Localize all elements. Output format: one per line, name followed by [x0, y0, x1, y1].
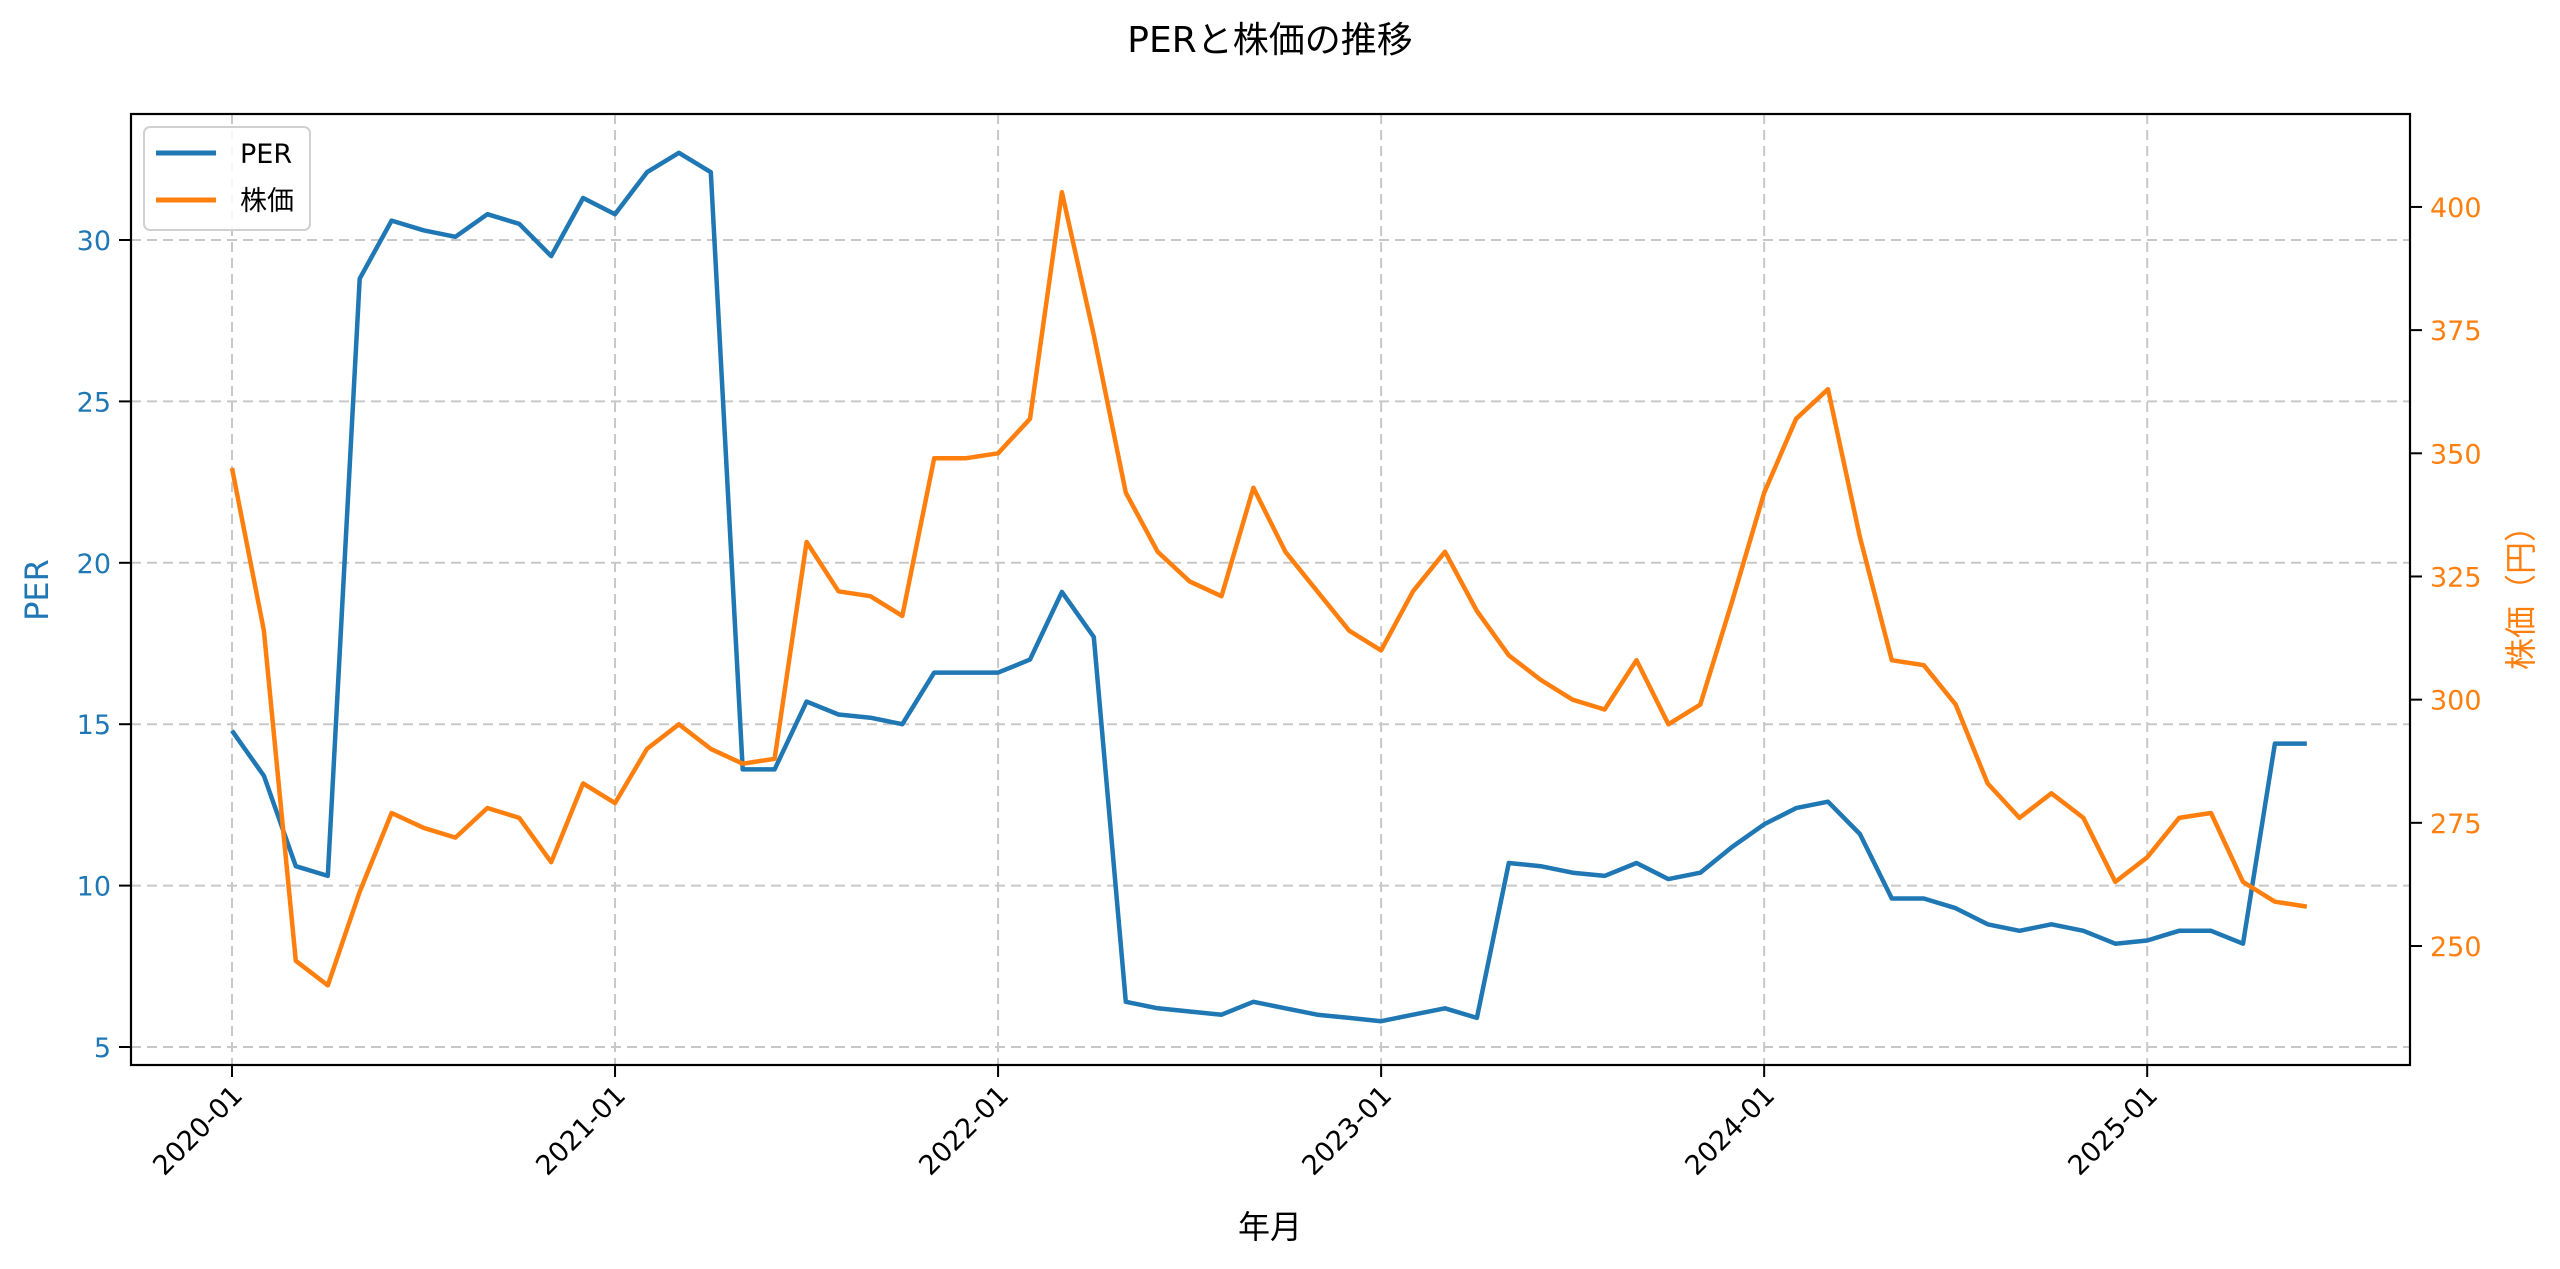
series-price-line — [229, 189, 2308, 988]
per-line — [230, 150, 2307, 1024]
y-left-tick-label: 30 — [77, 226, 111, 257]
plot-frame — [129, 112, 2412, 1067]
y-right-tick-label: 375 — [2430, 316, 2482, 347]
y-right-tick-label: 400 — [2430, 193, 2482, 224]
x-tick-label: 2022-01 — [913, 1080, 1015, 1182]
grid-lines — [131, 114, 2410, 1065]
y-right-tick-label: 300 — [2430, 686, 2482, 717]
x-axis-label: 年月 — [1238, 1208, 1302, 1246]
legend-per-label: PER — [240, 139, 292, 170]
series-per-line — [230, 150, 2307, 1024]
y-left-tick-label: 15 — [77, 710, 111, 741]
chart-title: PERと株価の推移 — [1127, 20, 1412, 61]
legend: PER 株価 — [143, 126, 311, 231]
x-tick-label: 2024-01 — [1679, 1080, 1781, 1182]
x-axis: 2020-01 2021-01 2022-01 2023-01 2024-01 2025-… — [147, 1065, 2164, 1182]
y-right-tick-label: 250 — [2430, 932, 2482, 963]
x-tick-label: 2023-01 — [1296, 1080, 1398, 1182]
y-right-tick-label: 350 — [2430, 439, 2482, 470]
y-axis-right: 250 275 300 325 350 375 400 — [2410, 193, 2482, 963]
legend-price-label: 株価 — [240, 186, 294, 217]
x-tick-label: 2021-01 — [530, 1080, 632, 1182]
y-axis-right-label: 株価（円） — [2502, 510, 2540, 670]
y-axis-left: 5 10 15 20 25 30 — [77, 226, 131, 1064]
x-tick-label: 2020-01 — [147, 1080, 249, 1182]
price-line — [229, 189, 2308, 988]
y-left-tick-label: 5 — [94, 1033, 111, 1064]
y-right-tick-label: 275 — [2430, 809, 2482, 840]
y-left-tick-label: 25 — [77, 387, 111, 418]
y-right-tick-label: 325 — [2430, 562, 2482, 593]
y-axis-left-label: PER — [18, 559, 56, 621]
x-tick-label: 2025-01 — [2062, 1080, 2164, 1182]
y-left-tick-label: 10 — [77, 872, 111, 903]
y-left-tick-label: 20 — [77, 549, 111, 580]
